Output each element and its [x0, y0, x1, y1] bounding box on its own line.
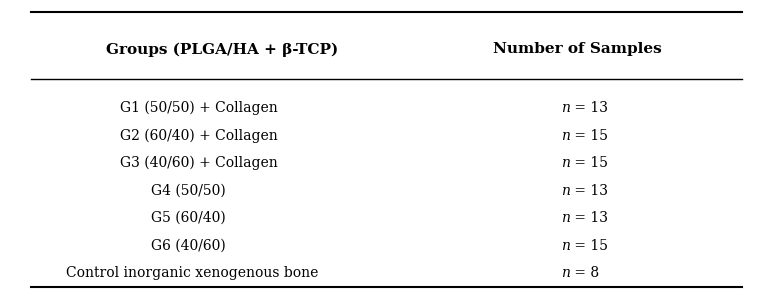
Text: G1 (50/50) + Collagen: G1 (50/50) + Collagen [120, 101, 278, 115]
Text: = 13: = 13 [570, 184, 608, 198]
Text: G3 (40/60) + Collagen: G3 (40/60) + Collagen [120, 156, 278, 170]
Text: G6 (40/60): G6 (40/60) [151, 239, 226, 253]
Text: n: n [561, 211, 570, 225]
Text: Control inorganic xenogenous bone: Control inorganic xenogenous bone [66, 266, 318, 280]
Text: n: n [561, 101, 570, 115]
Text: = 15: = 15 [570, 239, 608, 253]
Text: n: n [561, 129, 570, 143]
Text: G2 (60/40) + Collagen: G2 (60/40) + Collagen [120, 128, 278, 143]
Text: = 8: = 8 [570, 266, 599, 280]
Text: n: n [561, 156, 570, 170]
Text: = 15: = 15 [570, 129, 608, 143]
Text: Groups (PLGA/HA + β-TCP): Groups (PLGA/HA + β-TCP) [106, 42, 339, 57]
Text: n: n [561, 239, 570, 253]
Text: G5 (60/40): G5 (60/40) [151, 211, 226, 225]
Text: = 13: = 13 [570, 211, 608, 225]
Text: n: n [561, 266, 570, 280]
Text: = 15: = 15 [570, 156, 608, 170]
Text: = 13: = 13 [570, 101, 608, 115]
Text: n: n [561, 184, 570, 198]
Text: Number of Samples: Number of Samples [493, 42, 662, 56]
Text: G4 (50/50): G4 (50/50) [151, 184, 226, 198]
